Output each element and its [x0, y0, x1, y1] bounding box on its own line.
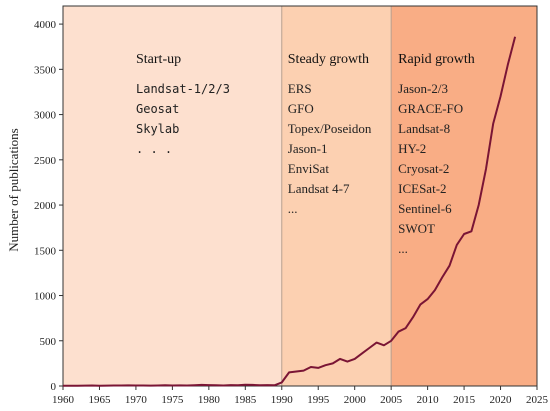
x-tick-label: 1975 — [161, 394, 184, 406]
x-tick-label: 2015 — [453, 394, 476, 406]
region-item-start-up: Skylab — [136, 122, 179, 136]
x-tick-label: 2000 — [344, 394, 367, 406]
region-item-rapid-growth: Cryosat-2 — [398, 161, 449, 176]
region-title-steady-growth: Steady growth — [288, 52, 369, 67]
series-line-publications — [63, 36, 517, 387]
regions-layer — [63, 6, 537, 386]
x-tick-label: 1980 — [198, 394, 221, 406]
region-title-rapid-growth: Rapid growth — [398, 52, 475, 67]
x-tick-label: 2010 — [417, 394, 440, 406]
plot-frame — [62, 5, 538, 387]
region-item-rapid-growth: Landsat-8 — [398, 121, 450, 136]
y-tick-label: 2500 — [34, 155, 57, 167]
series-layer — [63, 36, 517, 387]
x-tick-label: 2025 — [526, 394, 549, 406]
region-item-steady-growth: Topex/Poseidon — [288, 121, 372, 136]
y-tick-label: 3000 — [34, 110, 57, 122]
x-tick-label: 1985 — [234, 394, 257, 406]
y-tick-label: 1000 — [34, 291, 57, 303]
x-tick-label: 2005 — [380, 394, 403, 406]
region-item-rapid-growth: Sentinel-6 — [398, 201, 452, 216]
region-item-steady-growth: Landsat 4-7 — [288, 181, 350, 196]
x-tick-label: 1970 — [125, 394, 148, 406]
y-tick-label: 2000 — [34, 200, 57, 212]
region-item-steady-growth: ... — [288, 201, 298, 216]
y-tick-label: 3500 — [34, 64, 57, 76]
region-rapid-growth — [391, 6, 537, 386]
region-item-rapid-growth: ... — [398, 241, 408, 256]
region-item-start-up: Geosat — [136, 102, 179, 116]
x-tick-label: 2020 — [490, 394, 513, 406]
region-item-steady-growth: EnviSat — [288, 161, 330, 176]
region-item-rapid-growth: HY-2 — [398, 141, 426, 156]
region-title-start-up: Start-up — [136, 52, 181, 67]
region-item-steady-growth: Jason-1 — [288, 141, 328, 156]
x-tick-label: 1995 — [307, 394, 330, 406]
region-item-start-up: Landsat-1/2/3 — [136, 82, 230, 96]
region-item-steady-growth: GFO — [288, 101, 314, 116]
region-labels: Start-up Landsat-1/2/3 Geosat Skylab . . . St… — [136, 52, 475, 256]
region-item-rapid-growth: ICESat-2 — [398, 181, 446, 196]
x-tick-label: 1990 — [271, 394, 294, 406]
region-start-up — [63, 6, 282, 386]
y-tick-label: 4000 — [34, 19, 57, 31]
y-tick-label: 0 — [51, 381, 57, 393]
region-item-rapid-growth: Jason-2/3 — [398, 81, 448, 96]
region-item-rapid-growth: SWOT — [398, 221, 435, 236]
region-steady-growth — [281, 6, 392, 386]
x-tick-label: 1965 — [88, 394, 111, 406]
y-axis-title: Number of publications — [6, 128, 21, 251]
y-tick-label: 500 — [40, 336, 57, 348]
x-tick-label: 1960 — [52, 394, 75, 406]
region-item-rapid-growth: GRACE-FO — [398, 101, 463, 116]
region-item-start-up: . . . — [136, 142, 172, 156]
axes: 1960 1965 1970 1975 1980 1985 1990 1995 2000 2005… — [34, 5, 549, 406]
y-tick-label: 1500 — [34, 245, 57, 257]
region-item-steady-growth: ERS — [288, 81, 312, 96]
